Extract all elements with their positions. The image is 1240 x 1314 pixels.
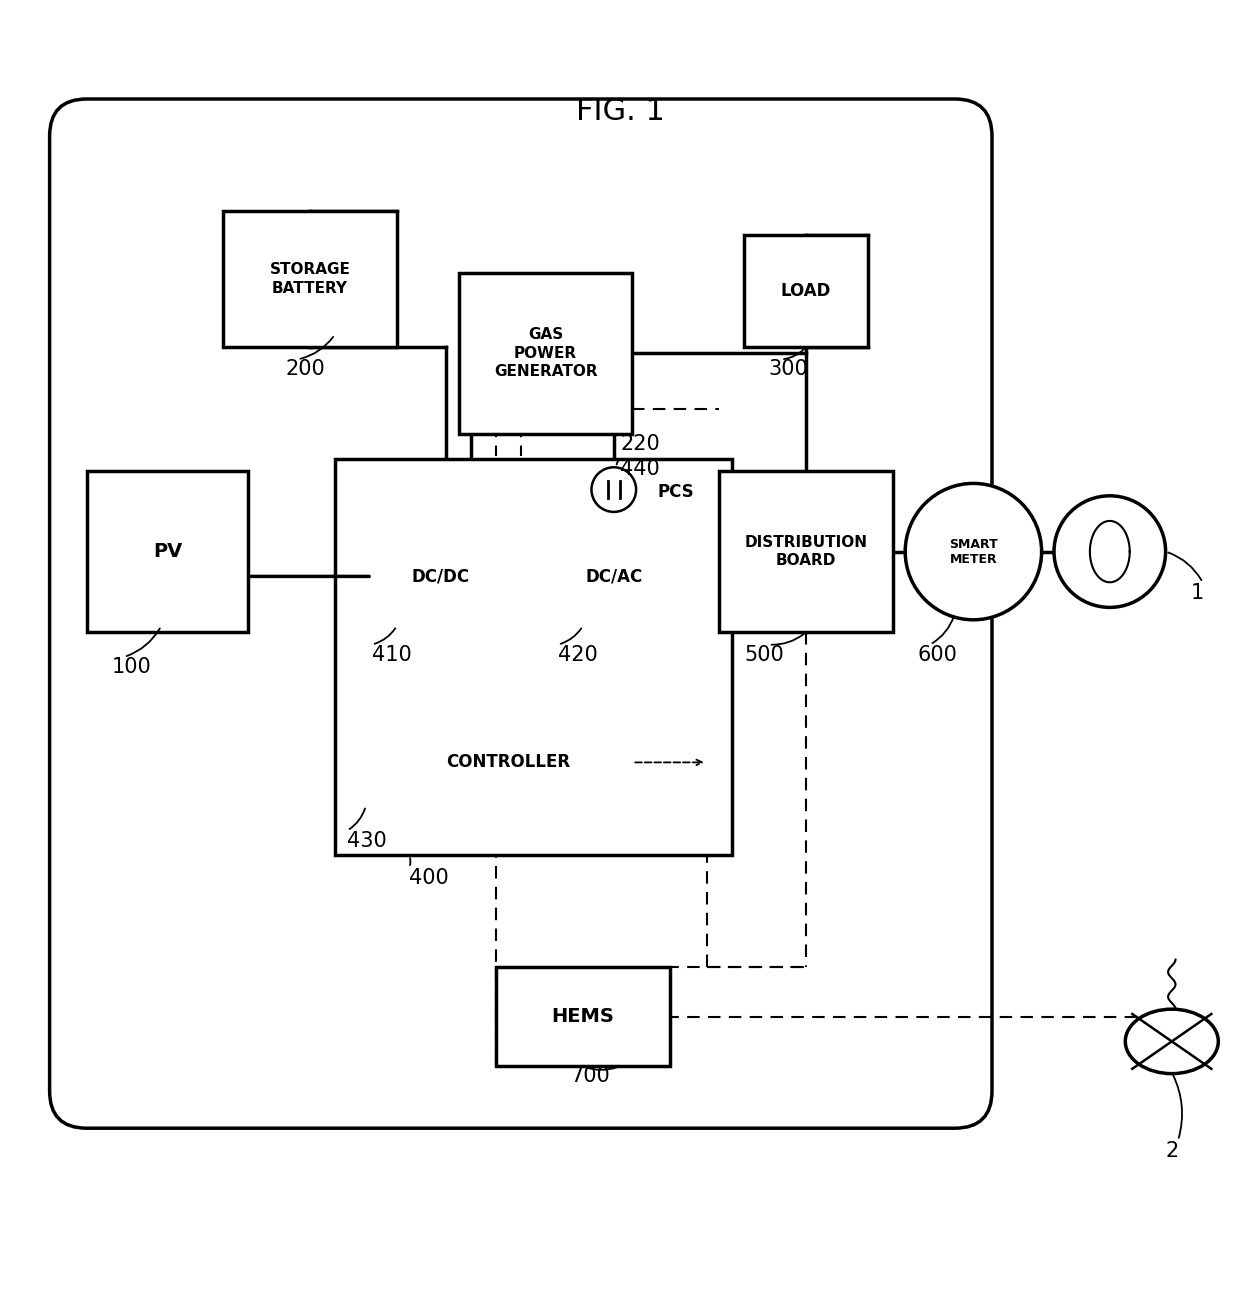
Text: 400: 400 — [409, 867, 449, 888]
Text: CONTROLLER: CONTROLLER — [446, 753, 570, 771]
Text: FIG. 1: FIG. 1 — [575, 97, 665, 126]
FancyBboxPatch shape — [496, 967, 670, 1066]
FancyBboxPatch shape — [335, 459, 732, 855]
Text: HEMS: HEMS — [552, 1007, 614, 1026]
Text: 410: 410 — [372, 645, 412, 665]
Text: 1: 1 — [1190, 582, 1204, 603]
Circle shape — [591, 468, 636, 512]
FancyBboxPatch shape — [744, 235, 868, 347]
Text: 300: 300 — [769, 360, 808, 380]
FancyBboxPatch shape — [719, 470, 893, 632]
Text: 200: 200 — [285, 360, 325, 380]
Text: 600: 600 — [918, 645, 957, 665]
Text: 420: 420 — [558, 645, 598, 665]
Circle shape — [1054, 495, 1166, 607]
FancyBboxPatch shape — [384, 719, 632, 805]
Text: 700: 700 — [570, 1066, 610, 1087]
Text: GAS
POWER
GENERATOR: GAS POWER GENERATOR — [494, 327, 598, 380]
FancyBboxPatch shape — [546, 520, 682, 632]
FancyBboxPatch shape — [87, 470, 248, 632]
Circle shape — [905, 484, 1042, 620]
Text: DISTRIBUTION
BOARD: DISTRIBUTION BOARD — [744, 535, 868, 569]
Text: 100: 100 — [112, 657, 151, 677]
Text: 2: 2 — [1166, 1141, 1179, 1160]
Text: 440: 440 — [620, 459, 660, 478]
Text: 430: 430 — [347, 830, 387, 850]
FancyBboxPatch shape — [459, 272, 632, 434]
Text: STORAGE
BATTERY: STORAGE BATTERY — [269, 261, 351, 296]
Text: PCS: PCS — [657, 484, 694, 502]
FancyBboxPatch shape — [223, 210, 397, 347]
Ellipse shape — [1126, 1009, 1218, 1074]
Text: DC/DC: DC/DC — [412, 568, 469, 586]
FancyBboxPatch shape — [372, 520, 508, 632]
Text: 220: 220 — [620, 434, 660, 453]
Text: 500: 500 — [744, 645, 784, 665]
Text: DC/AC: DC/AC — [585, 568, 642, 586]
Text: PV: PV — [153, 543, 182, 561]
Text: SMART
METER: SMART METER — [949, 537, 998, 565]
Text: LOAD: LOAD — [781, 283, 831, 300]
